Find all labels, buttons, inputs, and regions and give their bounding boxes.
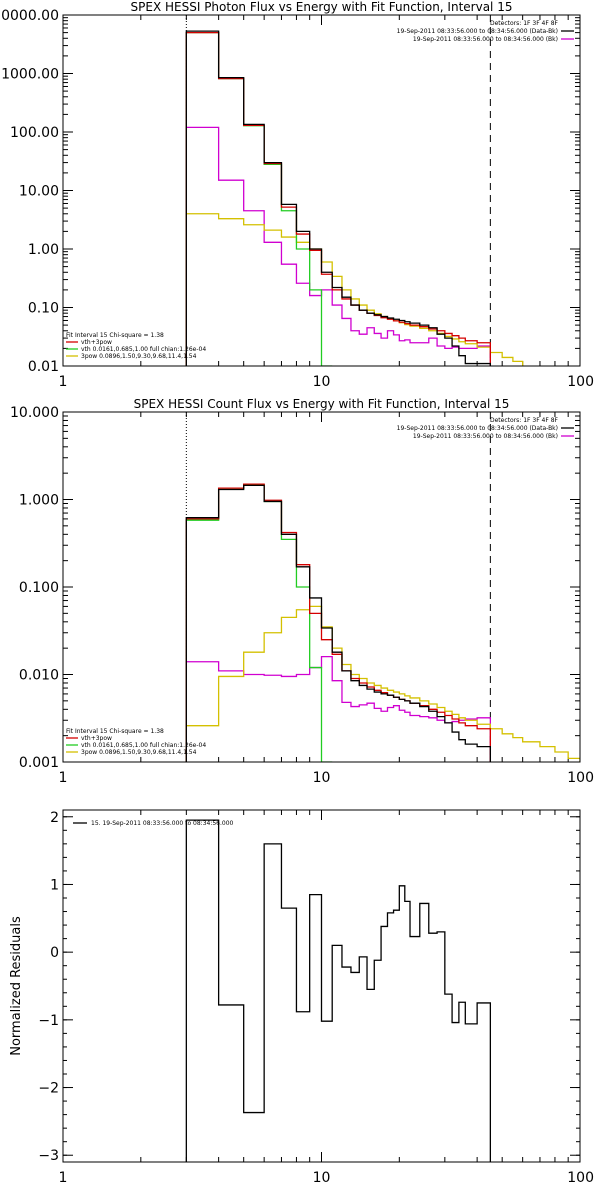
legend-bottom: Fit Interval 15 Chi-square = 1.38vth+3po… [66, 728, 206, 756]
panel-residuals: Normalized Residuals 1 10 100 −3 −2 −1 0 1 2 15. 1… [9, 809, 594, 1186]
legend-entry-text: Detectors: 1F 3F 4F 8F [490, 417, 559, 424]
y-tick-label: 0.001 [19, 755, 59, 771]
legend-entry-text: 19-Sep-2011 08:33:56.000 to 08:34:56.000… [413, 36, 558, 43]
series-powerlaw [185, 213, 524, 366]
legend-entry-text: 19-Sep-2011 08:33:56.000 to 08:34:56.000… [413, 433, 558, 440]
legend-bottom: Fit Interval 15 Chi-square = 1.38vth+3po… [66, 332, 206, 360]
y-tick-label: 0.01 [28, 359, 59, 375]
x-tick-label: 100 [567, 770, 594, 786]
x-tick-label: 1 [59, 770, 68, 786]
x-tick-label: 10 [313, 770, 331, 786]
series-data [185, 30, 492, 366]
y-tick-label: 10.00 [19, 184, 59, 200]
y-tick-label: 0 [50, 945, 59, 961]
y-tick-label: 1.000 [19, 493, 59, 509]
chart-title: SPEX HESSI Count Flux vs Energy with Fit… [134, 397, 510, 411]
x-tick-label: 1 [59, 374, 68, 390]
legend-entry-text: Fit Interval 15 Chi-square = 1.38 [66, 728, 164, 735]
legend-entry-text: vth 0.0161,0.685,1.00 full chian:1.26e-0… [81, 346, 206, 353]
y-tick-label: 0.010 [19, 668, 59, 684]
x-tick-label: 100 [567, 1170, 594, 1186]
y-tick-label: 1.00 [28, 242, 59, 258]
y-tick-label: −1 [38, 1013, 59, 1029]
series-powerlaw [185, 605, 580, 762]
y-tick-label: −2 [38, 1081, 59, 1097]
plot-frame [62, 14, 581, 367]
series-data [185, 819, 492, 1162]
x-tick-label: 1 [59, 1170, 68, 1186]
y-tick-label: 1000.00 [1, 67, 59, 83]
y-tick-label: −3 [38, 1148, 59, 1164]
legend-top: 15. 19-Sep-2011 08:33:56.000 to 08:34:56… [73, 820, 234, 827]
series-total-fit [185, 31, 492, 366]
legend-entry-text: 19-Sep-2011 08:33:56.000 to 08:34:56.000… [397, 28, 558, 35]
legend-entry-text: 3pow 0.0896,1.50,9.30,9.68,11.4,1.54 [81, 353, 197, 360]
series-thermal [185, 483, 333, 762]
series-data [185, 484, 492, 762]
legend-entry-text: 3pow 0.0896,1.50,9.30,9.68,11.4,1.54 [81, 749, 197, 756]
legend-entry-text: vth 0.0161,0.685,1.00 full chian:1.26e-0… [81, 742, 206, 749]
legend-entry-text: Detectors: 1F 3F 4F 8F [490, 20, 559, 27]
x-tick-label: 100 [567, 374, 594, 390]
y-tick-label: 10000.00 [0, 8, 59, 24]
y-tick-label: 1 [50, 877, 59, 893]
series-thermal [185, 31, 333, 366]
series-background [185, 126, 492, 366]
y-tick-label: 2 [50, 810, 59, 826]
legend-entry-text: 15. 19-Sep-2011 08:33:56.000 to 08:34:56… [91, 820, 234, 827]
x-tick-label: 10 [313, 374, 331, 390]
legend-entry-text: vth+3pow [81, 339, 112, 346]
y-tick-label: 10.000 [10, 405, 59, 421]
panel-photon: SPEX HESSI Photon Flux vs Energy with Fi… [0, 0, 594, 390]
legend-entry-text: 19-Sep-2011 08:33:56.000 to 08:34:56.000… [397, 425, 558, 432]
x-tick-label: 10 [313, 1170, 331, 1186]
plot-frame [62, 411, 581, 763]
legend-entry-text: Fit Interval 15 Chi-square = 1.38 [66, 332, 164, 339]
y-axis-label: Normalized Residuals [9, 916, 24, 1056]
y-tick-label: 100.00 [10, 125, 59, 141]
y-tick-label: 0.10 [28, 301, 59, 317]
plot-frame [62, 809, 581, 1163]
legend-entry-text: vth+3pow [81, 735, 112, 742]
y-tick-label: 0.100 [19, 580, 59, 596]
panel-count: SPEX HESSI Count Flux vs Energy with Fit… [10, 397, 594, 786]
chart-title: SPEX HESSI Photon Flux vs Energy with Fi… [131, 0, 513, 14]
